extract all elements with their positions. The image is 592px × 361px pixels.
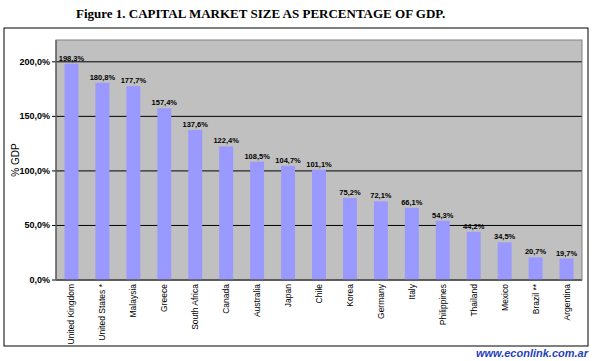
data-label: 108,5% [244,152,270,161]
category-label: Thailand [469,284,479,317]
data-label: 19,7% [556,249,578,258]
tick-mark [52,116,56,117]
tick-label: 150,0% [19,111,50,121]
plot-frame [56,40,582,280]
bar [281,166,295,280]
data-label: 54,3% [432,211,454,220]
data-label: 66,1% [401,198,423,207]
grid-line [56,61,582,62]
category-label: South Africa [190,284,200,330]
category-label: Chile [314,284,324,304]
bars [65,64,574,280]
data-label: 44,2% [463,222,485,231]
category-label: Japan [283,284,293,307]
bar [312,170,326,280]
annotation: www.econlink.com.ar [476,347,589,359]
tick-label: 0,0% [29,275,50,285]
category-label: Malaysia [128,284,138,318]
data-label: 122,4% [213,136,239,145]
y-axis-label: % GDP [10,143,21,177]
tick-mark [52,61,56,62]
category-label: Italy [407,283,417,299]
bar [343,198,357,280]
title: Figure 1. CAPITAL MARKET SIZE AS PERCENT… [76,6,445,21]
category-label: Canada [221,284,231,314]
tick-label: 50,0% [24,220,50,230]
bar [95,83,109,280]
bar [467,232,481,280]
data-label: 72,1% [370,191,392,200]
category-label: Philippines [438,284,448,325]
category-label: Germany [376,283,386,319]
data-label: 20,7% [525,247,547,256]
data-label: 180,8% [90,73,116,82]
bar [374,201,388,280]
bar [188,130,202,280]
category-label: Argentina [562,284,572,321]
category-label: United Kingdom [66,284,76,344]
bar [498,242,512,280]
data-label: 137,6% [183,120,209,129]
tick-mark [52,225,56,226]
bar [560,259,574,280]
category-label: Brazil ** [531,283,541,314]
bar [126,86,140,280]
labels: 198,3% United Kingdom 180,8% United States … [59,54,578,345]
category-label: Korea [345,284,355,307]
bar [157,108,171,280]
bar [436,221,450,280]
category-label: United States * [97,283,107,340]
data-label: 104,7% [275,156,301,165]
data-label: 34,5% [494,232,516,241]
category-label: Mexico [500,284,510,311]
data-label: 198,3% [59,54,85,63]
bar [405,208,419,280]
bar [219,146,233,280]
tick-mark [52,280,56,281]
data-label: 157,4% [152,98,178,107]
data-label: 101,1% [306,160,332,169]
chart-frame [4,28,588,346]
tick-mark [52,170,56,171]
data-label: 177,7% [121,76,147,85]
category-label: Greece [159,284,169,312]
tick-label: 200,0% [19,57,50,67]
category-label: Australia [252,284,262,317]
plot-area [56,40,582,280]
bar [250,162,264,280]
bar [529,257,543,280]
bar [65,64,79,280]
chart: Figure 1. CAPITAL MARKET SIZE AS PERCENT… [0,0,592,361]
tick-label: 100,0% [19,166,50,176]
data-label: 75,2% [339,188,361,197]
